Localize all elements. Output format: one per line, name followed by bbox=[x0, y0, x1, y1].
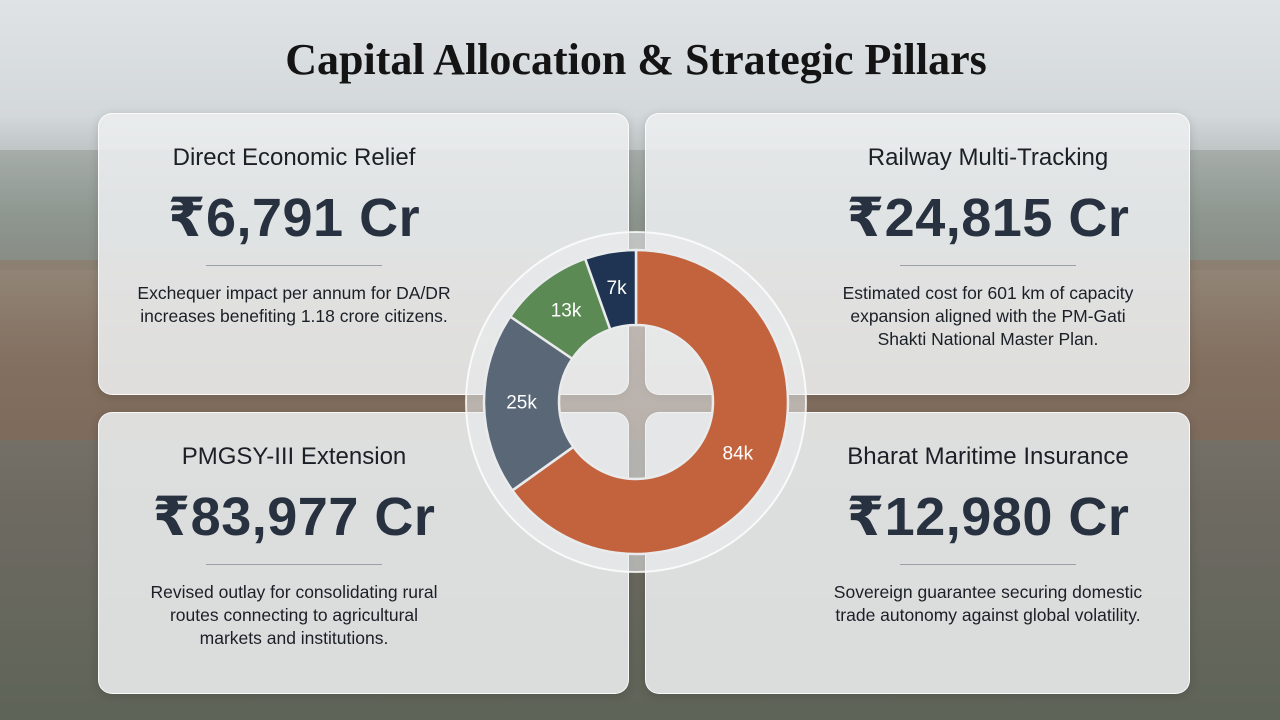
card-description: Revised outlay for consolidating rural ro… bbox=[104, 581, 484, 650]
card-description: Exchequer impact per annum for DA/DR incr… bbox=[104, 282, 484, 328]
slice-label: 7k bbox=[607, 278, 628, 299]
card-amount: ₹24,815 Cr bbox=[846, 188, 1130, 248]
description-line: markets and institutions. bbox=[199, 628, 389, 648]
card-amount: ₹12,980 Cr bbox=[846, 487, 1130, 547]
description-line: Revised outlay for consolidating rural bbox=[150, 582, 438, 602]
card-heading: Direct Economic Relief bbox=[172, 144, 416, 171]
card-content: Bharat Maritime Insurance ₹12,980 Cr Sover… bbox=[798, 443, 1178, 627]
card-heading: PMGSY-III Extension bbox=[181, 443, 407, 470]
donut-slice bbox=[510, 248, 790, 556]
donut-slice bbox=[583, 248, 638, 332]
divider bbox=[900, 265, 1076, 266]
card-heading: Bharat Maritime Insurance bbox=[847, 443, 1129, 470]
card-content: Direct Economic Relief ₹6,791 Cr Exchequer… bbox=[104, 144, 484, 328]
donut-slice bbox=[482, 314, 576, 493]
description-line: expansion aligned with the PM-Gati bbox=[850, 306, 1126, 326]
card: Railway Multi-Tracking ₹24,815 Cr Estimate… bbox=[645, 113, 1190, 395]
card-content: Railway Multi-Tracking ₹24,815 Cr Estimate… bbox=[798, 144, 1178, 351]
divider bbox=[206, 564, 382, 565]
description-line: Estimated cost for 601 km of capacity bbox=[842, 283, 1134, 303]
description-line: Shakti National Master Plan. bbox=[877, 329, 1099, 349]
slice-label: 25k bbox=[506, 392, 537, 413]
card-amount: ₹6,791 Cr bbox=[167, 188, 421, 248]
description-line: trade autonomy against global volatility… bbox=[835, 605, 1141, 625]
slice-label: 13k bbox=[551, 300, 582, 321]
title: Capital Allocation & Strategic Pillars bbox=[285, 35, 987, 84]
card-description: Estimated cost for 601 km of capacity exp… bbox=[798, 282, 1178, 351]
slice-label: 84k bbox=[723, 443, 754, 464]
description-line: Exchequer impact per annum for DA/DR bbox=[137, 283, 451, 303]
card-heading: Railway Multi-Tracking bbox=[867, 144, 1109, 171]
card-amount: ₹83,977 Cr bbox=[152, 487, 436, 547]
card-content: PMGSY-III Extension ₹83,977 Cr Revised out… bbox=[104, 443, 484, 650]
description-line: Sovereign guarantee securing domestic bbox=[833, 582, 1143, 602]
divider bbox=[900, 564, 1076, 565]
divider bbox=[206, 265, 382, 266]
description-line: increases benefiting 1.18 crore citizens… bbox=[140, 306, 448, 326]
description-line: routes connecting to agricultural bbox=[169, 605, 419, 625]
card-description: Sovereign guarantee securing domestic tra… bbox=[798, 581, 1178, 627]
